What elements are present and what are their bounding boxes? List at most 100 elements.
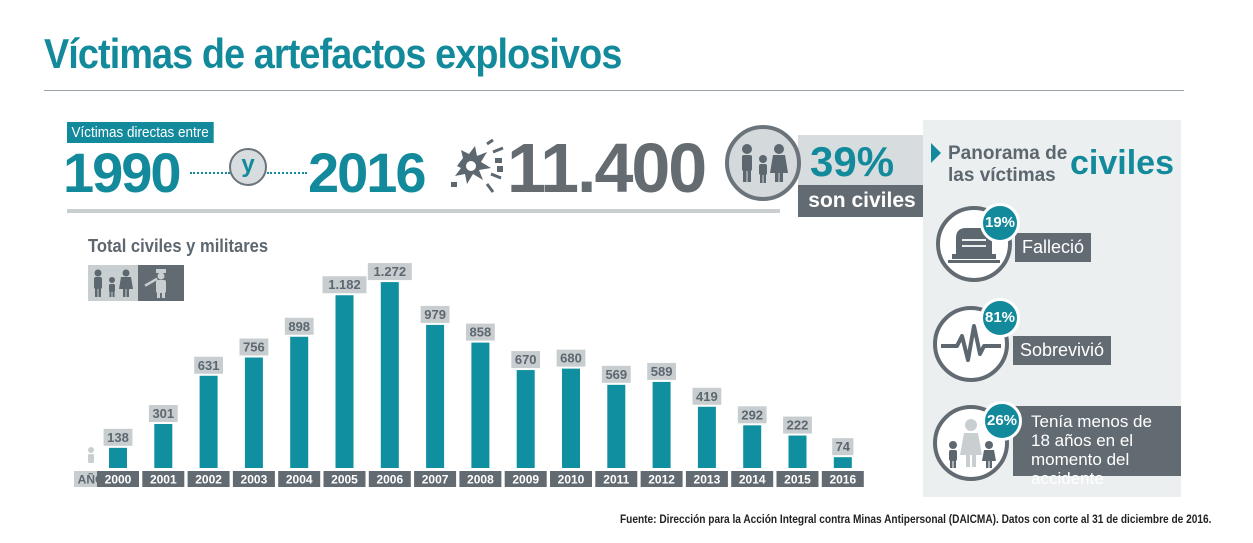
tick-label: 2013 xyxy=(694,473,721,487)
bar xyxy=(743,425,762,468)
tick-label-bg xyxy=(459,471,502,487)
tick-label: 2012 xyxy=(648,473,675,487)
stat-badge-sobrevivio: 81% xyxy=(980,298,1020,338)
value-label: 858 xyxy=(470,325,492,340)
dotted-connector-left xyxy=(190,172,230,174)
tick-label: 2006 xyxy=(376,473,403,487)
value-label: 898 xyxy=(288,319,310,334)
tick-label: 2014 xyxy=(739,473,766,487)
value-label-bg xyxy=(737,406,767,424)
value-label-bg xyxy=(601,365,631,383)
tick-label: 2009 xyxy=(512,473,539,487)
header-divider xyxy=(67,209,780,213)
bar xyxy=(607,384,626,468)
tick-label: 2005 xyxy=(331,473,358,487)
stat-badge-fallecio: 19% xyxy=(980,203,1020,243)
tick-label-bg xyxy=(187,471,230,487)
start-year: 1990 xyxy=(63,141,182,204)
stat-label-sobrevivio: Sobrevivió xyxy=(1013,336,1112,365)
tick-label-bg xyxy=(595,471,638,487)
explosion-icon xyxy=(451,138,504,193)
bar-chart: AÑO138200030120016312002756200389820041.… xyxy=(74,263,864,487)
bar xyxy=(109,447,127,468)
tick-label: 2000 xyxy=(105,473,132,487)
source-note: Fuente: Dirección para la Acción Integra… xyxy=(620,514,1212,526)
people-circle xyxy=(725,125,801,201)
tick-label-bg xyxy=(550,471,592,487)
value-label: 569 xyxy=(605,367,627,382)
panel-arrow-icon xyxy=(931,143,941,163)
bar xyxy=(516,370,535,468)
value-label-bg xyxy=(103,428,133,446)
value-label: 301 xyxy=(152,406,174,421)
axis-person-icon xyxy=(88,447,94,463)
bar xyxy=(562,368,580,468)
tick-label-bg xyxy=(685,471,728,487)
value-label: 292 xyxy=(741,407,763,422)
value-label-bg xyxy=(148,405,178,423)
bar xyxy=(290,336,309,468)
tick-label: 2011 xyxy=(603,473,629,487)
period-tag: Víctimas directas entre xyxy=(67,122,214,143)
stat-label-fallecio: Falleció xyxy=(1015,233,1092,262)
stat-label-menores: Tenía menos de 18 años en el momento del… xyxy=(1013,406,1181,488)
tick-label-bg xyxy=(142,471,185,487)
tick-label-bg xyxy=(731,471,774,487)
value-label-bg xyxy=(556,349,586,367)
total-victims: 11.400 xyxy=(507,129,707,207)
tick-label: 2007 xyxy=(422,473,449,487)
value-label-bg xyxy=(367,263,412,281)
tick-label-bg xyxy=(414,471,457,487)
chart-title: Total civiles y militares xyxy=(88,236,269,256)
tick-label: 2004 xyxy=(286,473,313,487)
civil-military-icon xyxy=(88,265,184,301)
tick-label-bg xyxy=(323,471,366,487)
panel-highlight: civiles xyxy=(1070,144,1174,182)
value-label: 419 xyxy=(696,389,718,404)
bar xyxy=(833,457,852,468)
value-label: 589 xyxy=(651,364,673,379)
value-label: 756 xyxy=(243,340,265,355)
bar xyxy=(471,342,490,468)
bar xyxy=(697,406,716,468)
tick-label: 2001 xyxy=(150,473,177,487)
tick-label-bg xyxy=(97,471,139,487)
bar xyxy=(154,424,173,468)
bar xyxy=(788,435,807,468)
bar xyxy=(335,295,354,468)
bar xyxy=(652,381,671,468)
tick-label-bg xyxy=(278,471,321,487)
tick-label-bg xyxy=(776,471,819,487)
tick-label: 2003 xyxy=(241,473,268,487)
tick-label-bg xyxy=(640,471,683,487)
tick-label-bg xyxy=(504,471,547,487)
civil-label: son civiles xyxy=(798,185,926,217)
civil-pct-box xyxy=(798,135,926,187)
tick-label: 2008 xyxy=(467,473,494,487)
bar xyxy=(244,357,263,468)
heartbeat-icon xyxy=(941,324,1001,362)
value-label: 979 xyxy=(424,307,446,322)
value-label: 631 xyxy=(198,358,220,373)
tick-label: 2002 xyxy=(195,473,222,487)
value-label: 670 xyxy=(515,352,537,367)
tick-label: 2016 xyxy=(829,473,856,487)
tick-label: 2015 xyxy=(784,473,811,487)
tick-label-bg xyxy=(368,471,411,487)
value-label-bg xyxy=(692,387,722,405)
value-label-bg xyxy=(284,317,314,335)
value-label-bg xyxy=(832,438,854,456)
page-title: Víctimas de artefactos explosivos xyxy=(44,30,622,77)
value-label: 222 xyxy=(787,418,809,433)
value-label-bg xyxy=(194,356,223,374)
value-label-bg xyxy=(322,276,367,294)
value-label-bg xyxy=(647,362,676,380)
connector-word: y xyxy=(229,148,267,186)
bar xyxy=(199,375,218,468)
civilians-icon xyxy=(742,144,788,183)
tick-label: 2010 xyxy=(558,473,585,487)
value-label-bg xyxy=(420,305,450,323)
dotted-connector-right xyxy=(267,172,307,174)
value-label: 1.182 xyxy=(328,277,361,292)
bar xyxy=(380,282,399,468)
